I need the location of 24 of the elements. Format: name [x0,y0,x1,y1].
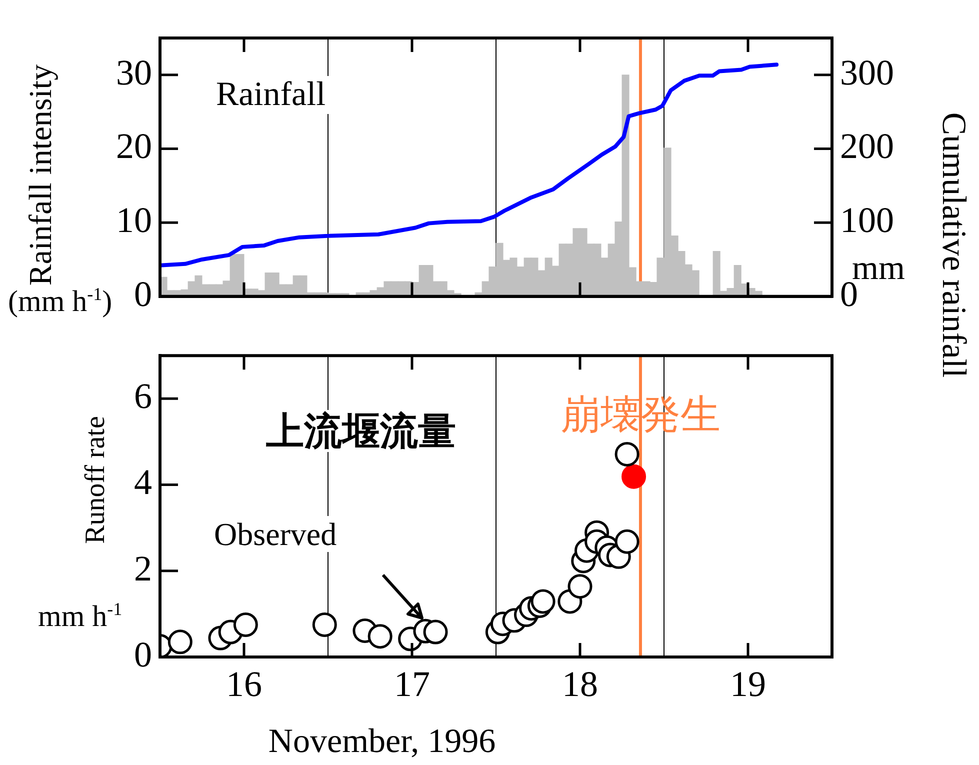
y-tick-label: 20 [116,126,152,166]
y2-axis-title: Cumulative rainfall [935,112,972,378]
y-axis-title: Runoff rate [80,416,111,544]
text: mm h$^{-1}$ [38,599,122,633]
annotation: Rainfall [212,76,330,114]
x-tick-label: 18 [562,664,598,704]
y-tick-label: 6 [134,376,152,416]
y-tick-label: 2 [134,548,152,588]
x-axis-title: November, 1996 [268,723,496,760]
x-tick-label: 17 [394,664,430,704]
x-tick-label: 19 [730,664,766,704]
y2-tick-label: 300 [840,52,894,92]
annotation: Observed [210,516,341,552]
y-tick-label: 10 [116,200,152,240]
y-tick-label: 0 [134,274,152,314]
x-tick-label: 16 [226,664,262,704]
y2-tick-label: 100 [840,200,894,240]
y-tick-label: 30 [116,52,152,92]
y-tick-label: 0 [134,634,152,674]
text: (mm h$^{-1}$) [8,284,112,318]
y-tick-label: 4 [134,462,152,502]
y2-tick-label: 200 [840,126,894,166]
annotation: 上流堰流量 [262,409,460,453]
y-axis-title: Rainfall intensity [22,64,58,286]
